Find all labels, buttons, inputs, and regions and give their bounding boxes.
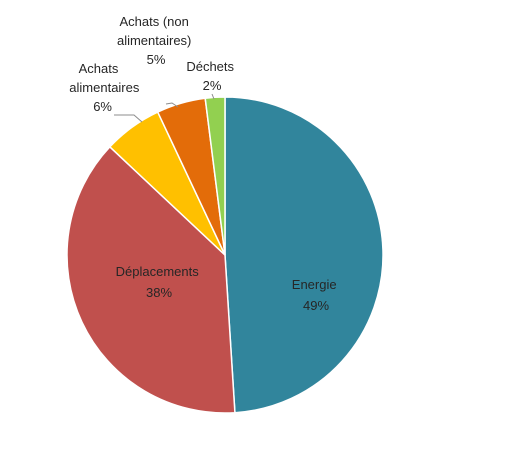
leader-achats-alimentaires <box>114 114 143 123</box>
pie-slices <box>66 96 384 414</box>
slice-deplacements <box>66 145 236 414</box>
label-achats-non-alimentaires: Achats (non alimentaires) 5% <box>117 14 195 67</box>
slice-energie <box>224 96 384 414</box>
label-deplacements: Déplacements 38% <box>116 264 203 300</box>
leader-dechets <box>211 93 215 100</box>
label-dechets: Déchets 2% <box>186 59 237 93</box>
label-energie: Energie 49% <box>292 277 340 313</box>
label-achats-alimentaires: Achats alimentaires 6% <box>69 61 143 114</box>
slice-dechets <box>204 96 226 256</box>
leader-achats-non-alimentaires <box>165 102 179 108</box>
leader-lines <box>114 93 215 123</box>
